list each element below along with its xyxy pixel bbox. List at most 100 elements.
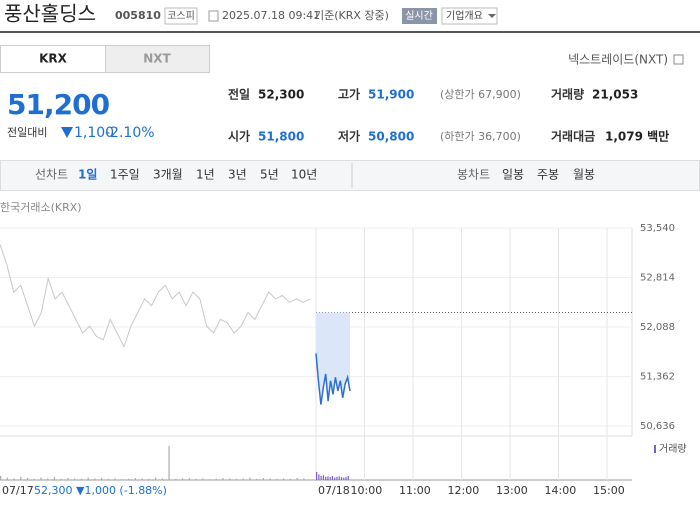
tab-nxt[interactable] (105, 45, 210, 73)
x-tick-label: 15:00 (593, 484, 625, 497)
prev-summary: 52,300 ▼1,000 (-1.88%) (34, 484, 167, 497)
stat-value: 50,800 (368, 130, 414, 144)
volume-bar (188, 478, 190, 480)
stat-extra: (상한가 67,900) (440, 88, 521, 101)
time: 2025.07.18 09:41 (222, 9, 320, 22)
change-label: 전일대비 (7, 125, 47, 139)
y-tick-label: 53,540 (640, 223, 675, 234)
volume-bar (262, 478, 265, 480)
period-btn[interactable]: 3개월 (153, 168, 183, 182)
realtime-badge[interactable] (402, 8, 437, 24)
volume-legend: 거래량 (659, 443, 687, 455)
volume-bar (235, 478, 238, 480)
volume-bar (316, 472, 318, 480)
candle-btn[interactable]: 주봉 (537, 168, 559, 182)
period-btn[interactable]: 5년 (260, 168, 279, 182)
basis: 기준(KRX 장중) (314, 9, 389, 22)
volume-bar (141, 478, 143, 480)
volume-bar (289, 478, 291, 480)
realtime: 실시간 (405, 10, 433, 22)
volume-bar (74, 478, 76, 480)
volume-bar (80, 478, 83, 480)
volume-bar (222, 478, 224, 480)
x-tick-label: 10:00 (351, 484, 383, 497)
volume-bar (256, 478, 258, 480)
price-line (0, 244, 311, 348)
volume-bar (334, 477, 336, 480)
y-tick-label: 51,362 (640, 372, 675, 383)
stock-code: 005810 (115, 9, 161, 22)
y-tick-label: 52,814 (640, 273, 675, 284)
tab-label[interactable]: KRX (39, 52, 68, 66)
volume-bar (134, 478, 136, 480)
x-tick-label: 07/18 (318, 484, 350, 497)
candle-btn[interactable]: 일봉 (502, 168, 524, 182)
volume-bar (67, 478, 69, 480)
volume-bar (283, 478, 285, 480)
volume-bar (33, 478, 35, 480)
volume-bar (229, 478, 231, 480)
period-btn[interactable]: 10년 (291, 168, 317, 182)
current-price: 51,200 (7, 88, 110, 121)
stock-name: 풍산홀딩스 (4, 2, 96, 26)
stat-label: 고가 (338, 87, 360, 102)
volume-bar (6, 477, 8, 480)
volume-bar (215, 478, 217, 480)
volume-bar (155, 477, 157, 480)
candle-btn[interactable]: 월봉 (573, 168, 595, 182)
stat-value: 52,300 (258, 88, 304, 102)
volume-bar (60, 478, 62, 480)
dropdown-arrow (488, 14, 496, 18)
period-btn[interactable]: 3년 (228, 168, 247, 182)
volume-bar (329, 477, 331, 480)
period-btn[interactable]: 1일 (78, 168, 97, 182)
volume-bar (318, 474, 320, 480)
volume-bar (343, 477, 345, 480)
x-tick-label: 14:00 (545, 484, 577, 497)
stat-value: 1,079 백만 (605, 129, 669, 144)
tab-label[interactable]: NXT (143, 52, 171, 66)
stat-value: 51,900 (368, 88, 414, 102)
volume-bar (336, 476, 338, 480)
nxt-link[interactable]: 넥스트레이드(NXT) (568, 53, 668, 67)
volume-bar (47, 478, 49, 480)
volume-bar (53, 477, 56, 480)
volume-bar (161, 478, 163, 480)
volume-bar (0, 476, 2, 480)
volume-bar (107, 478, 110, 480)
area (316, 312, 350, 405)
overview-btn[interactable] (441, 7, 498, 25)
x-tick-label: 07/17 (2, 484, 34, 497)
volume-bar (249, 477, 251, 480)
volume-bar (325, 476, 327, 480)
volume-bar (242, 478, 244, 480)
price-line (315, 353, 351, 405)
volume-bar (121, 479, 123, 480)
volume-bar (87, 477, 89, 480)
volume-bar (168, 446, 170, 480)
volume-bar (175, 478, 177, 480)
volume-bar (338, 476, 340, 480)
volume-bar (347, 476, 349, 480)
change: 1,100 (74, 125, 114, 141)
volume-bar (94, 478, 96, 480)
volume-bar (128, 478, 130, 480)
volume-bar (340, 477, 343, 480)
y-tick-label: 52,088 (640, 322, 675, 333)
change-pct: -2.10% (105, 125, 155, 141)
volume-bar (114, 478, 116, 480)
down-triangle (61, 127, 73, 138)
volume-bar (331, 476, 334, 480)
stat-label: 전일 (228, 87, 250, 102)
x-tick-label: 11:00 (399, 484, 431, 497)
overview: 기업개요 (446, 9, 483, 22)
volume-bar (269, 478, 271, 480)
period-btn[interactable]: 1년 (196, 168, 215, 182)
toolbar-label: 선차트 (35, 168, 68, 182)
volume-bar (195, 478, 197, 480)
period-btn[interactable]: 1주일 (110, 168, 140, 182)
volume-bar (327, 476, 329, 480)
x-tick-label: 13:00 (496, 484, 528, 497)
